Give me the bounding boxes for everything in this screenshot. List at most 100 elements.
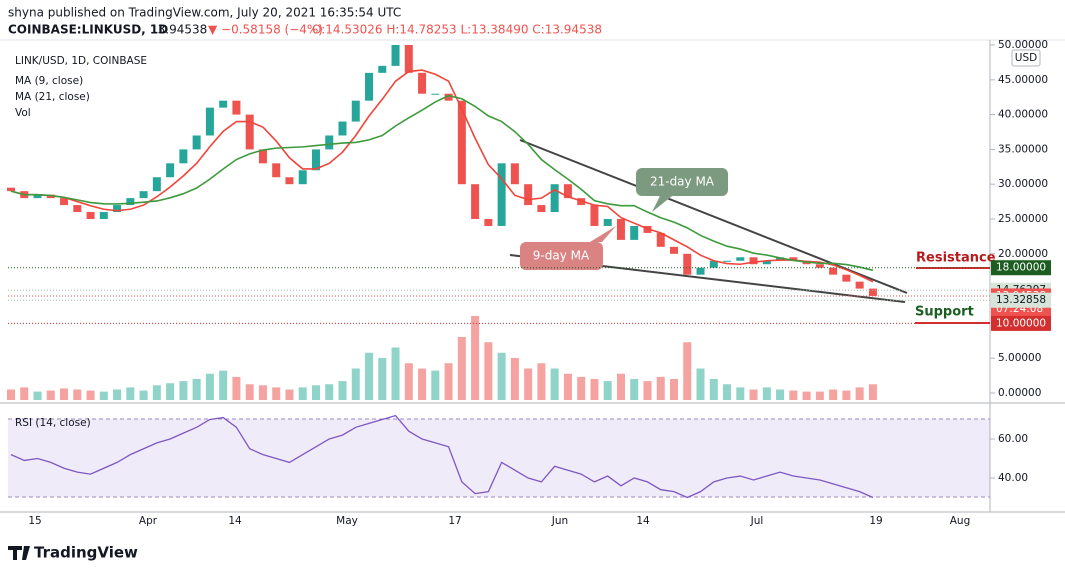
volume-bar <box>285 389 294 400</box>
volume-bar <box>219 370 228 400</box>
volume-bar <box>868 384 877 400</box>
volume-bar <box>762 387 771 400</box>
volume-bar <box>444 363 453 400</box>
volume-bar <box>577 376 586 400</box>
volume-bar <box>563 373 572 400</box>
volume-bar <box>789 390 798 400</box>
candle <box>298 170 307 185</box>
candle <box>670 246 678 254</box>
legend-ma21: MA (21, close) <box>15 91 90 103</box>
candle <box>404 45 413 73</box>
volume-bar <box>431 370 440 400</box>
candle <box>484 219 493 226</box>
volume-bar <box>166 383 175 400</box>
candle <box>245 114 254 150</box>
candle <box>457 100 466 185</box>
date-label: Jun <box>551 515 568 527</box>
date-label: Jul <box>750 515 764 527</box>
rsi-label: 60.00 <box>998 433 1028 445</box>
candle <box>723 260 732 262</box>
date-label: Aug <box>950 515 971 527</box>
candle <box>46 194 55 199</box>
publisher: shyna published on TradingView.com, July… <box>8 6 401 20</box>
candle <box>166 163 175 178</box>
rsi-label: 40.00 <box>998 472 1028 484</box>
legend-symbol: LINK/USD, 1D, COINBASE <box>15 55 147 67</box>
volume-bar <box>590 379 599 400</box>
price-label: 25.00000 <box>998 213 1048 225</box>
logo-icon <box>8 546 30 560</box>
support-label: Support <box>915 305 974 320</box>
ma21-pointer <box>652 196 672 212</box>
candle <box>272 163 281 178</box>
price-label: 45.00000 <box>998 74 1048 86</box>
candle <box>285 177 294 185</box>
volume-bar <box>802 391 811 400</box>
candle <box>33 194 42 199</box>
candle <box>232 100 241 115</box>
candle <box>113 205 122 213</box>
candle <box>829 267 838 275</box>
volume-bar <box>656 376 665 400</box>
candle <box>696 267 705 275</box>
candle <box>524 184 533 206</box>
volume-bar <box>232 376 241 400</box>
volume-bar <box>842 390 851 400</box>
candle <box>497 163 506 226</box>
date-label: 15 <box>28 515 41 527</box>
candle <box>749 257 758 265</box>
date-label: May <box>336 515 358 527</box>
price-tag-label: 13.32858 <box>996 294 1046 306</box>
price-label: 40.00000 <box>998 109 1048 121</box>
volume-bar <box>152 385 161 400</box>
candle <box>510 163 519 185</box>
volume-bar <box>683 342 692 400</box>
currency: USD <box>1015 52 1037 64</box>
last-price: 13.94538 <box>150 23 207 37</box>
ma-line <box>10 69 874 283</box>
candle <box>351 100 360 122</box>
volume-bar <box>7 389 15 400</box>
volume-bar <box>696 368 705 400</box>
candle <box>86 212 95 219</box>
candle <box>683 253 692 275</box>
candle <box>126 198 135 206</box>
volume-bar <box>192 379 201 400</box>
volume-bar <box>365 352 374 400</box>
resistance-label: Resistance <box>916 251 996 266</box>
candle <box>603 219 612 226</box>
volume-bar <box>829 389 838 400</box>
rsi-legend: RSI (14, close) <box>15 417 91 429</box>
date-label: Apr <box>139 515 158 527</box>
candle <box>444 93 453 101</box>
volume-bar <box>73 389 82 400</box>
candle <box>192 135 201 150</box>
price-label: 30.00000 <box>998 178 1048 190</box>
candle <box>736 257 745 261</box>
volume-bar <box>272 387 281 400</box>
price-pane <box>7 45 877 400</box>
date-label: 17 <box>448 515 461 527</box>
candle <box>590 205 599 226</box>
volume-bar <box>643 381 652 400</box>
volume-bar <box>99 391 108 400</box>
volume-bar <box>338 381 347 400</box>
price-tag <box>991 260 1051 276</box>
volume-bar <box>471 316 480 400</box>
price-label: 5.00000 <box>998 352 1041 364</box>
ohlc: O:14.53026 H:14.78253 L:13.38490 C:13.94… <box>312 23 602 37</box>
legend-ma9: MA (9, close) <box>15 75 83 87</box>
candle <box>418 72 427 94</box>
candle <box>842 274 851 282</box>
rsi-line <box>10 414 874 499</box>
brand: TradingView <box>34 544 138 562</box>
volume-bar <box>46 390 55 400</box>
ma9-pointer <box>590 226 616 242</box>
volume-bar <box>510 358 519 400</box>
ma9-label: 9-day MA <box>533 249 590 263</box>
candle <box>7 187 15 192</box>
candle <box>868 288 877 296</box>
ma21-bubble <box>636 168 728 196</box>
candle <box>431 93 440 95</box>
